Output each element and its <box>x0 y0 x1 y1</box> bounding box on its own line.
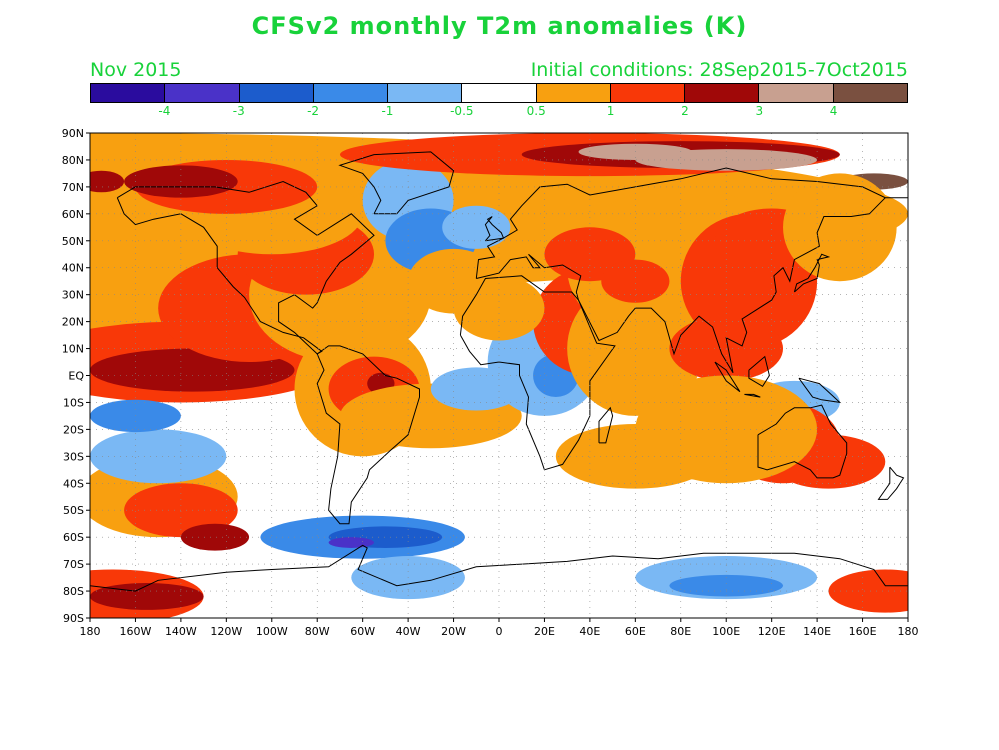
lon-label: 160W <box>120 625 152 638</box>
colorbar-swatch <box>313 84 389 102</box>
coastline <box>793 253 831 293</box>
lat-label: 70N <box>62 181 84 194</box>
anomaly-region <box>669 574 784 597</box>
coastline <box>598 406 614 444</box>
anomaly-region <box>90 429 227 484</box>
lon-label: 80E <box>670 625 691 638</box>
valid-month-label: Nov 2015 <box>90 59 182 81</box>
coastline <box>877 466 905 500</box>
lat-label: 20S <box>63 423 84 436</box>
anomaly-region <box>442 205 511 249</box>
lat-label: 30N <box>62 289 84 302</box>
lon-label: 40W <box>396 625 421 638</box>
lon-label: 60W <box>350 625 375 638</box>
lon-label: 120E <box>758 625 786 638</box>
lon-label: 140W <box>165 625 197 638</box>
lat-label: 10S <box>63 396 84 409</box>
axis-labels: 90N 80N 70N 60N 50N 40N 30N 20N 10N EQ 10S 20S 30S 40… <box>62 127 919 638</box>
lat-label: 40N <box>62 262 84 275</box>
lat-label: 60N <box>62 208 84 221</box>
anomaly-region <box>90 582 204 610</box>
colorbar-tick-label: -4 <box>158 104 171 118</box>
lat-label: 90S <box>63 612 84 625</box>
gridlines <box>90 133 908 618</box>
colorbar-tick-label: 0.5 <box>526 104 546 118</box>
lat-label: 30S <box>63 450 84 463</box>
anomaly-region <box>408 248 499 314</box>
lat-label: 50S <box>63 504 84 517</box>
colorbar-swatch <box>536 84 611 102</box>
coastline <box>476 197 886 374</box>
lon-label: 180 <box>898 625 919 638</box>
coastline <box>116 180 375 355</box>
lon-label: 0 <box>496 625 503 638</box>
coastline <box>744 393 761 398</box>
lon-label: 60E <box>625 625 646 638</box>
lon-label: 140E <box>803 625 831 638</box>
anomaly-region <box>180 523 250 551</box>
colorbar-swatch <box>388 84 463 102</box>
lon-label: 100E <box>712 625 740 638</box>
anomaly-region <box>783 173 897 282</box>
anomaly-region <box>328 537 375 548</box>
colorbar-tick-label: 4 <box>829 104 838 118</box>
colorbar-tick-label: -3 <box>232 104 245 118</box>
colorbar-tick-label: 3 <box>755 104 764 118</box>
lat-label: 60S <box>63 531 84 544</box>
colorbar-tick-label: -2 <box>307 104 320 118</box>
lat-label: 70S <box>63 558 84 571</box>
lon-label: 120W <box>210 625 242 638</box>
coastline <box>757 404 848 479</box>
colorbar-swatch <box>91 84 166 102</box>
lat-label: EQ <box>68 370 84 383</box>
coastline <box>748 355 770 387</box>
colorbar-swatch <box>759 84 834 102</box>
lat-label: 50N <box>62 235 84 248</box>
colorbar-swatch <box>462 84 537 102</box>
anomaly-region <box>555 424 715 489</box>
lat-label: 10N <box>62 343 84 356</box>
anomaly-region <box>601 259 670 303</box>
coastline <box>798 377 842 404</box>
lat-label: 40S <box>63 477 84 490</box>
colorbar-tick-label: -1 <box>381 104 394 118</box>
coastline <box>714 361 741 393</box>
lat-label: 80S <box>63 585 84 598</box>
anomaly-region <box>828 569 908 613</box>
lon-label: 20E <box>534 625 555 638</box>
coastline <box>459 275 616 471</box>
colorbar-swatch <box>685 84 760 102</box>
lat-label: 20N <box>62 316 84 329</box>
colorbar <box>90 83 908 103</box>
lon-label: 180 <box>80 625 101 638</box>
coastline <box>484 216 505 242</box>
lon-label: 40E <box>579 625 600 638</box>
colorbar-swatch <box>610 84 686 102</box>
lon-label: 160E <box>849 625 877 638</box>
lon-label: 80W <box>305 625 330 638</box>
coastline <box>338 151 455 215</box>
lat-label: 80N <box>62 154 84 167</box>
coastline <box>90 544 908 592</box>
lat-label: 90N <box>62 127 84 140</box>
anomaly-region <box>90 170 125 193</box>
colorbar-swatch <box>239 84 314 102</box>
colorbar-tick-label: 2 <box>681 104 689 118</box>
colorbar-tick-label: 1 <box>606 104 615 118</box>
coastline <box>316 345 420 525</box>
lon-label: 20W <box>441 625 466 638</box>
colorbar-tick-label: -0.5 <box>450 104 474 118</box>
lon-label: 100W <box>256 625 288 638</box>
map-title: CFSv2 monthly T2m anomalies (K) <box>251 12 748 40</box>
colorbar-swatch <box>833 84 907 102</box>
initial-conditions-label: Initial conditions: 28Sep2015-7Oct2015 <box>530 59 908 81</box>
colorbar-swatch <box>165 84 240 102</box>
